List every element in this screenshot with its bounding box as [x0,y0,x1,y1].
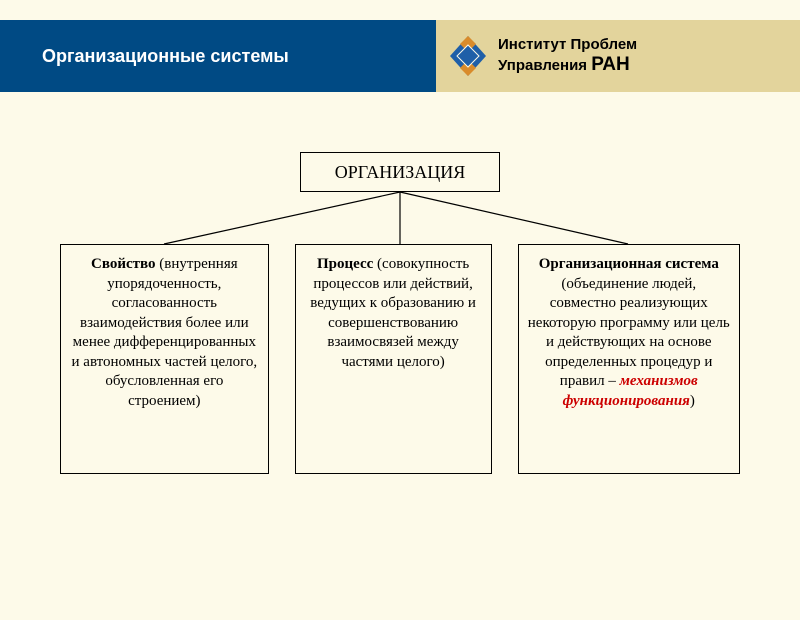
diagram-child-row: Свойство (внутренняя упорядоченность, со… [0,244,800,474]
institute-ran: РАН [591,54,629,75]
header-left-panel: Организационные системы [0,20,436,92]
header: Организационные системы Институт Проблем… [0,20,800,92]
child-body: (внутренняя упорядоченность, согласованн… [72,256,258,409]
institute-logo-icon [446,34,490,78]
child-box-property: Свойство (внутренняя упорядоченность, со… [60,244,269,474]
institute-text: Институт Проблем Управления РАН [498,36,637,75]
institute-line1: Институт Проблем [498,36,637,53]
child-box-org-system: Организационная система (объединение люд… [518,244,740,474]
child-body-pre: (объединение людей, совместно реализующи… [528,276,730,390]
diagram: ОРГАНИЗАЦИЯ Свойство (внутренняя упорядо… [0,152,800,592]
child-body-post: ) [690,393,695,409]
header-right-panel: Институт Проблем Управления РАН [436,20,800,92]
child-body: (совокупность процессов или действий, ве… [310,256,476,370]
child-title: Организационная система [539,256,719,272]
child-title: Свойство [91,256,156,272]
slide-title: Организационные системы [42,46,289,67]
child-title: Процесс [317,256,373,272]
child-box-process: Процесс (совокупность процессов или дейс… [295,244,492,474]
institute-line2: Управления РАН [498,54,637,76]
institute-line2a: Управления [498,57,591,74]
